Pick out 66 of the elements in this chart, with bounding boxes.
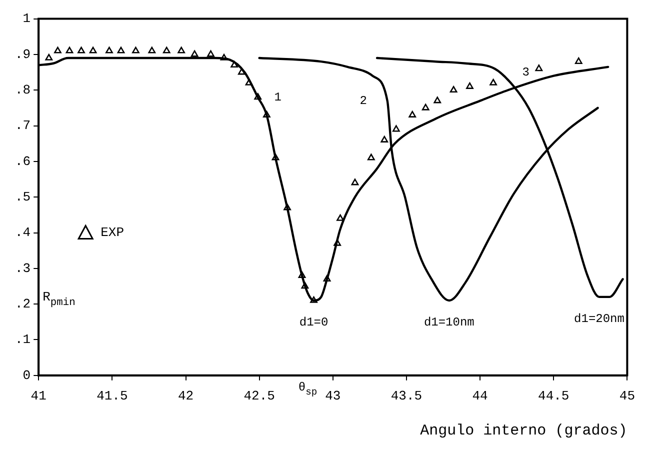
x-tick-label: 42 [178,388,194,404]
point [284,204,291,210]
x-tick-label: 44 [472,388,488,404]
point [66,46,74,54]
x-tick-label: 43.5 [390,388,422,404]
point [466,82,474,89]
point [490,78,497,86]
point [207,50,214,57]
y-tick-label: .4 [14,225,31,240]
x-tick-label: 41 [30,388,47,404]
point [162,46,170,54]
point [230,61,238,68]
point [450,86,458,93]
point [392,125,400,132]
point [89,46,97,54]
x-tick-label: 42.5 [244,388,275,404]
point [132,46,140,54]
point [254,93,262,100]
annotation: 3 [522,66,530,80]
point [535,64,543,72]
point [422,104,430,110]
point [574,57,582,64]
x-axis-title: Angulo interno (grados) [420,422,628,440]
x-tick-label: 44.5 [538,388,570,404]
point [148,46,156,54]
point [263,110,270,118]
point [323,274,331,282]
series-label: d1=10nm [424,316,474,330]
y-tick-label: 0 [22,368,31,383]
point [408,110,416,118]
y-tick-label: 1 [22,11,31,26]
x-tick-label: 43 [325,388,341,404]
point [78,46,85,54]
y-tick-label: .2 [14,296,31,312]
point [336,214,344,221]
point [190,50,198,57]
point [367,154,375,160]
y-tick-label: .1 [14,332,31,348]
y-tick-label: .9 [14,46,31,62]
point [45,54,53,60]
y-tick-label: .6 [14,154,31,169]
legend-label: EXP [100,225,124,240]
annotation: 2 [360,94,367,108]
point [434,96,442,104]
y-tick-label: .3 [14,260,31,276]
point [334,239,341,246]
point [106,46,113,54]
y-tick-label: .7 [14,118,31,134]
point [178,46,186,54]
point [54,46,62,54]
series-label: d1=20nm [574,312,624,326]
point [301,282,309,289]
y-tick-label: .8 [14,82,31,98]
point [380,136,388,142]
y-tick-label: .5 [14,190,31,205]
x-tick-label: 45 [619,388,636,404]
point [272,154,280,160]
series-label: d1=0 [299,316,328,330]
annotation: 1 [274,90,282,104]
point [298,271,306,278]
point [238,68,246,75]
point [117,46,125,54]
point [351,178,359,186]
point [220,54,228,60]
x-tick-label: 41.5 [96,388,128,404]
point [310,296,318,303]
